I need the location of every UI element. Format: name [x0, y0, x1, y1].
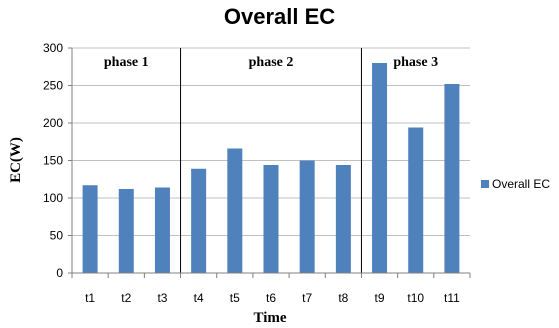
- legend-swatch: [481, 180, 489, 188]
- y-axis-label: EC(W): [8, 137, 24, 183]
- y-tick-labels: 0 50 100 150 200 250 300: [43, 41, 63, 280]
- x-tick-label: t10: [407, 291, 424, 305]
- bars: [82, 63, 460, 273]
- x-axis-label: Time: [253, 310, 286, 326]
- bar: [444, 84, 460, 273]
- phase-label: phase 1: [104, 55, 149, 70]
- x-tick-label: t1: [85, 291, 95, 305]
- phase-label: phase 2: [249, 55, 294, 70]
- y-tick-label: 100: [43, 191, 63, 205]
- phase-dividers: [180, 48, 362, 273]
- phase-labels: phase 1 phase 2 phase 3: [104, 55, 438, 70]
- y-tick-label: 300: [43, 41, 63, 55]
- bar: [82, 185, 98, 273]
- x-tick-label: t11: [444, 291, 460, 305]
- x-tick-labels: t1 t2 t3 t4 t5 t6 t7 t8 t9 t10 t11: [85, 291, 460, 305]
- x-tick-label: t9: [375, 291, 385, 305]
- y-tick-label: 150: [43, 154, 63, 168]
- x-tick-label: t8: [338, 291, 348, 305]
- legend-label: Overall EC: [492, 177, 550, 191]
- x-tick-label: t6: [266, 291, 276, 305]
- x-tick-label: t3: [157, 291, 167, 305]
- bar: [191, 168, 207, 273]
- y-tick-label: 50: [50, 229, 64, 243]
- bar: [118, 189, 134, 273]
- chart-title: Overall EC: [223, 4, 336, 29]
- bar: [372, 63, 388, 273]
- x-tick-label: t2: [121, 291, 131, 305]
- bar: [299, 160, 315, 273]
- x-tick-label: t5: [230, 291, 240, 305]
- y-tick-label: 0: [56, 266, 63, 280]
- y-tick-label: 250: [43, 79, 63, 93]
- bar: [335, 165, 351, 273]
- bar: [154, 187, 170, 273]
- bar: [227, 148, 243, 273]
- axes: [68, 47, 471, 278]
- x-tick-label: t7: [302, 291, 312, 305]
- bar: [263, 165, 279, 273]
- x-tick-label: t4: [194, 291, 204, 305]
- legend: Overall EC: [481, 177, 550, 191]
- y-tick-label: 200: [43, 116, 63, 130]
- bar: [408, 127, 424, 273]
- phase-label: phase 3: [393, 55, 438, 70]
